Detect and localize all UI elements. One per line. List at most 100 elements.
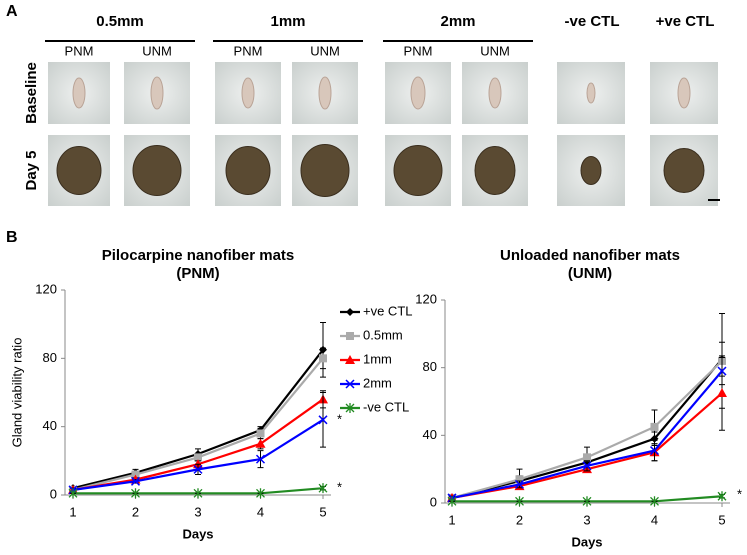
marker <box>447 496 457 507</box>
x-tick-label: 3 <box>583 512 590 527</box>
y-tick-label: 120 <box>35 281 57 296</box>
marker <box>255 438 266 448</box>
x-axis-label: Days <box>182 526 213 541</box>
series-line <box>451 370 723 500</box>
y-tick-label: 120 <box>415 291 437 306</box>
panel-label: A <box>6 3 18 20</box>
x-tick-label: 1 <box>448 512 455 527</box>
row-label: Day 5 <box>23 150 40 190</box>
photo-grid <box>48 62 720 206</box>
x-tick-label: 5 <box>718 512 725 527</box>
gland <box>318 76 332 110</box>
x-axis-label: Days <box>571 534 602 549</box>
gland <box>677 77 691 109</box>
marker <box>256 488 265 499</box>
marker <box>583 453 591 462</box>
annotation: * <box>737 486 742 501</box>
marker <box>717 366 727 376</box>
gland <box>241 77 255 109</box>
series-line <box>451 392 723 500</box>
chart-subtitle: (UNM) <box>568 265 612 282</box>
group-label: 2mm <box>440 13 475 30</box>
series <box>68 483 328 499</box>
gland <box>132 145 182 196</box>
marker <box>515 475 524 484</box>
series <box>447 355 727 502</box>
column-label: UNM <box>480 43 510 58</box>
marker <box>582 461 592 471</box>
gland <box>225 146 271 195</box>
column-label: PNM <box>65 43 94 58</box>
marker <box>318 415 328 425</box>
x-tick-label: 1 <box>69 504 76 519</box>
annotation: * <box>337 479 342 494</box>
annotation: * <box>337 411 342 426</box>
gland <box>488 77 502 109</box>
marker <box>319 354 327 363</box>
gland <box>580 156 602 185</box>
series <box>447 491 727 507</box>
panel-label: B <box>6 229 18 246</box>
marker <box>582 496 592 507</box>
y-tick-label: 80 <box>423 359 437 374</box>
gland <box>410 76 426 110</box>
marker <box>131 470 140 479</box>
series <box>448 341 726 502</box>
marker <box>650 496 659 507</box>
x-tick-label: 5 <box>319 504 326 519</box>
marker <box>514 479 525 489</box>
y-tick-label: 80 <box>43 350 57 365</box>
gland <box>393 145 443 196</box>
gland <box>72 77 86 109</box>
marker <box>650 422 659 431</box>
series <box>448 313 726 502</box>
marker <box>318 483 328 494</box>
legend-label: +ve CTL <box>363 303 413 318</box>
group-label: -ve CTL <box>564 13 619 30</box>
column-label: UNM <box>310 43 340 58</box>
legend-label: 2mm <box>363 375 392 390</box>
series <box>447 357 727 503</box>
legend-marker <box>346 332 354 340</box>
y-tick-label: 40 <box>43 418 57 433</box>
marker <box>256 429 265 438</box>
gland <box>56 146 102 195</box>
marker <box>193 488 203 499</box>
group-label: 0.5mm <box>96 13 144 30</box>
y-tick-label: 0 <box>50 486 57 501</box>
legend-label: 0.5mm <box>363 327 403 342</box>
x-tick-label: 4 <box>257 504 264 519</box>
gland <box>663 148 705 193</box>
legend-label: 1mm <box>363 351 392 366</box>
chart-subtitle: (PNM) <box>176 265 219 282</box>
marker <box>194 453 202 462</box>
marker <box>130 476 141 486</box>
marker <box>68 488 78 499</box>
marker <box>717 388 727 398</box>
y-axis-label: Gland viability ratio <box>9 338 24 448</box>
row-label: Baseline <box>23 62 40 124</box>
column-label: PNM <box>404 43 433 58</box>
marker <box>131 488 140 499</box>
gland <box>300 144 350 197</box>
x-tick-label: 3 <box>194 504 201 519</box>
legend-marker <box>345 379 355 389</box>
legend-marker <box>346 308 354 316</box>
chart-title: Unloaded nanofiber mats <box>500 247 680 264</box>
gland <box>474 146 516 195</box>
legend-marker <box>345 355 355 364</box>
y-tick-label: 0 <box>430 494 437 509</box>
group-label: 1mm <box>270 13 305 30</box>
chart-title: Pilocarpine nanofiber mats <box>102 247 295 264</box>
legend-marker <box>345 403 355 413</box>
marker <box>649 446 660 456</box>
marker <box>515 496 524 507</box>
legend-label: -ve CTL <box>363 399 409 414</box>
column-label: PNM <box>234 43 263 58</box>
x-tick-label: 4 <box>651 512 658 527</box>
marker <box>717 491 727 502</box>
gland <box>150 76 164 110</box>
series <box>68 392 328 495</box>
x-tick-label: 2 <box>132 504 139 519</box>
